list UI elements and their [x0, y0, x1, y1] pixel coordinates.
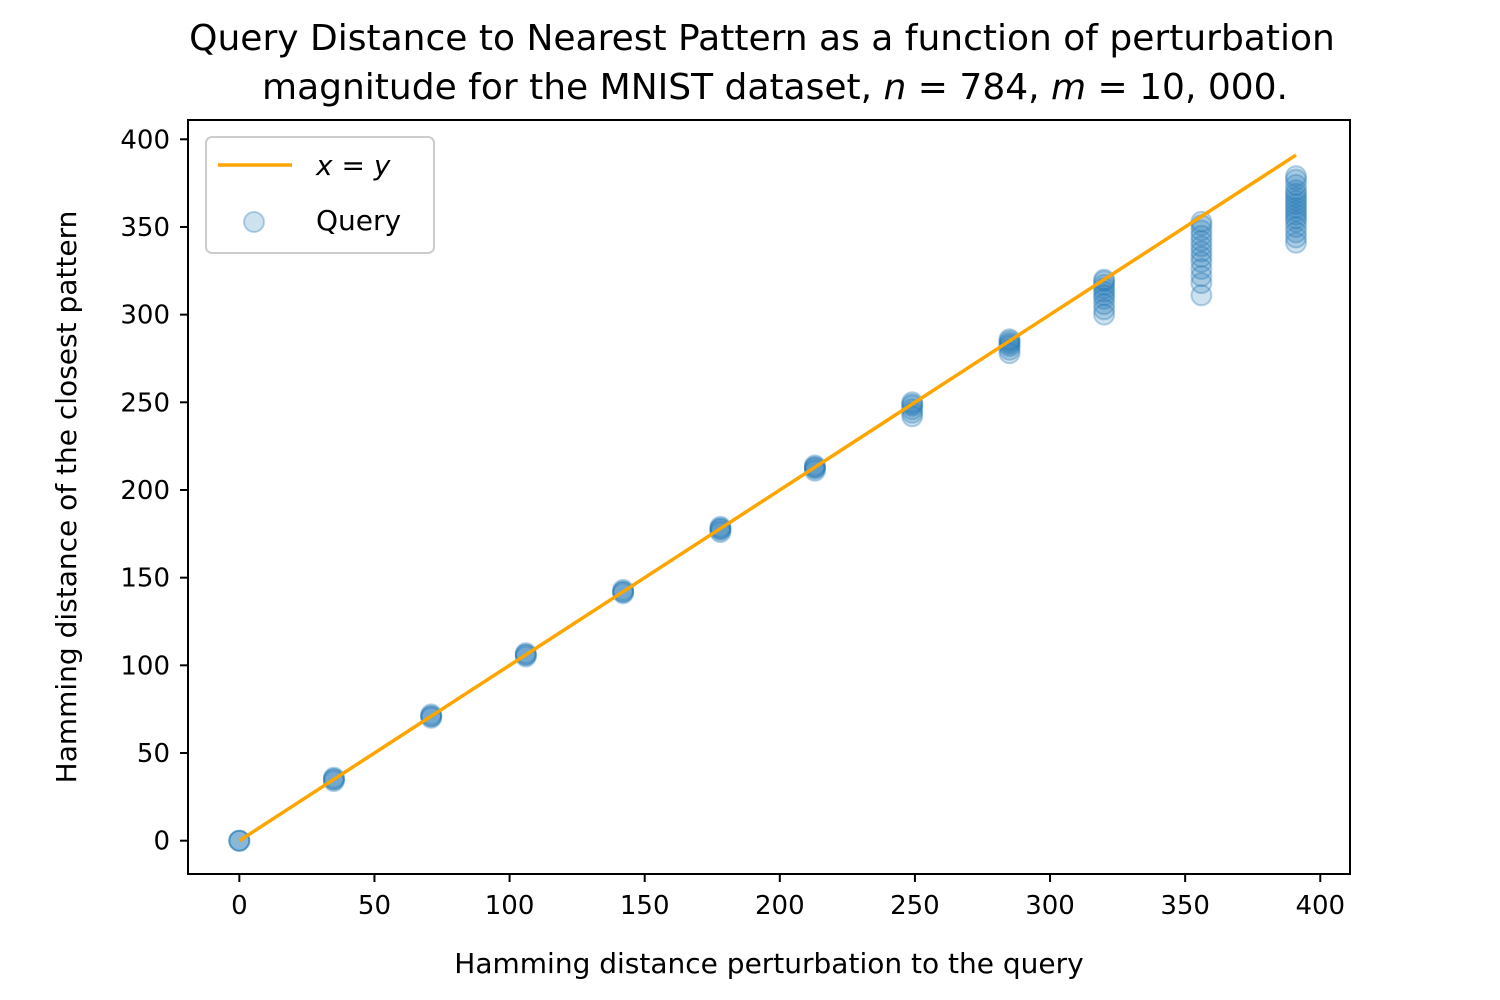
y-tick-label-0: 0 — [153, 827, 170, 857]
legend-entry-query: Query — [316, 204, 401, 237]
plot-frame — [187, 119, 1351, 875]
query-point-391-6 — [1285, 203, 1307, 226]
x-axis-label: Hamming distance perturbation to the que… — [454, 947, 1083, 980]
query-point-356-8 — [1190, 230, 1213, 252]
query-point-320-1 — [1093, 298, 1116, 321]
x-tick-label-100: 100 — [485, 891, 535, 921]
y-axis-ticks: 0 50 100 150 200 250 300 350 400 — [120, 125, 188, 857]
query-point-356-9 — [1190, 224, 1213, 247]
query-point-391-7 — [1285, 200, 1307, 223]
query-point-391-0 — [1285, 231, 1307, 254]
chart-title-m-var: m — [1051, 67, 1086, 108]
query-point-391-8 — [1285, 196, 1307, 219]
x-tick-label-300: 300 — [1025, 891, 1075, 921]
query-point-391-4 — [1285, 210, 1307, 233]
y-axis-label: Hamming distance of the closest pattern — [50, 211, 83, 784]
x-tick-label-350: 350 — [1160, 891, 1210, 921]
y-tick-label-400: 400 — [120, 125, 170, 155]
query-point-391-11 — [1285, 186, 1307, 209]
plot-area — [228, 153, 1307, 852]
query-point-320-0 — [1093, 303, 1116, 326]
y-tick-label-50: 50 — [137, 739, 170, 769]
query-point-320-4 — [1093, 284, 1116, 307]
x-tick-label-400: 400 — [1295, 891, 1345, 921]
legend: x = y Query — [205, 136, 435, 254]
reference-line-x-equals-y — [238, 153, 1297, 843]
query-point-391-12 — [1285, 182, 1307, 205]
x-tick-label-0: 0 — [231, 891, 248, 921]
legend-equals: = — [333, 149, 374, 182]
scatter-points — [228, 165, 1307, 852]
chart-title-n-value: = 784, — [906, 67, 1051, 108]
y-tick-label-300: 300 — [120, 301, 170, 331]
legend-y-var: y — [373, 149, 391, 182]
query-point-249-0 — [901, 405, 924, 428]
query-point-391-15 — [1285, 168, 1307, 191]
query-point-0-2 — [228, 829, 251, 852]
query-point-391-10 — [1285, 189, 1307, 212]
query-point-391-5 — [1285, 207, 1307, 230]
query-point-391-16 — [1285, 165, 1307, 188]
x-axis-ticks: 0 50 100 150 200 250 300 350 400 — [231, 874, 1345, 921]
query-point-320-5 — [1093, 280, 1116, 303]
x-tick-label-50: 50 — [358, 891, 391, 921]
query-point-391-13 — [1285, 179, 1307, 202]
y-tick-label-150: 150 — [120, 564, 170, 594]
legend-x-var: x — [315, 149, 333, 182]
query-point-285-0 — [998, 342, 1021, 365]
chart-title-line-1: Query Distance to Nearest Pattern as a f… — [189, 18, 1335, 59]
query-point-391-14 — [1285, 173, 1307, 196]
query-point-320-2 — [1093, 293, 1116, 316]
chart-title-line-2: magnitude for the MNIST dataset, n = 784… — [262, 67, 1288, 108]
x-tick-label-250: 250 — [890, 891, 940, 921]
query-point-391-1 — [1285, 226, 1307, 249]
query-point-356-3 — [1190, 258, 1213, 280]
query-point-356-4 — [1190, 251, 1213, 273]
x-tick-label-200: 200 — [755, 891, 805, 921]
legend-marker-swatch — [243, 211, 265, 233]
y-tick-label-350: 350 — [120, 213, 170, 243]
legend-entry-reference-line: x = y — [315, 149, 391, 182]
query-point-356-10 — [1190, 219, 1213, 242]
chart-title-m-value: = 10, 000. — [1086, 67, 1288, 108]
x-tick-label-150: 150 — [620, 891, 670, 921]
query-point-391-2 — [1285, 221, 1307, 244]
query-point-320-3 — [1093, 287, 1116, 310]
y-tick-label-250: 250 — [120, 388, 170, 418]
query-point-356-2 — [1190, 265, 1213, 288]
y-tick-label-200: 200 — [120, 476, 170, 506]
query-point-356-5 — [1190, 245, 1213, 268]
query-point-356-0 — [1190, 284, 1213, 307]
query-point-391-9 — [1285, 193, 1307, 216]
query-point-391-3 — [1285, 216, 1307, 238]
chart-title-n-var: n — [884, 67, 907, 108]
chart-title-line-2-prefix: magnitude for the MNIST dataset, — [262, 67, 884, 108]
query-point-356-1 — [1190, 272, 1213, 295]
y-tick-label-100: 100 — [120, 651, 170, 681]
query-point-356-7 — [1190, 235, 1213, 258]
query-point-356-6 — [1190, 240, 1213, 263]
